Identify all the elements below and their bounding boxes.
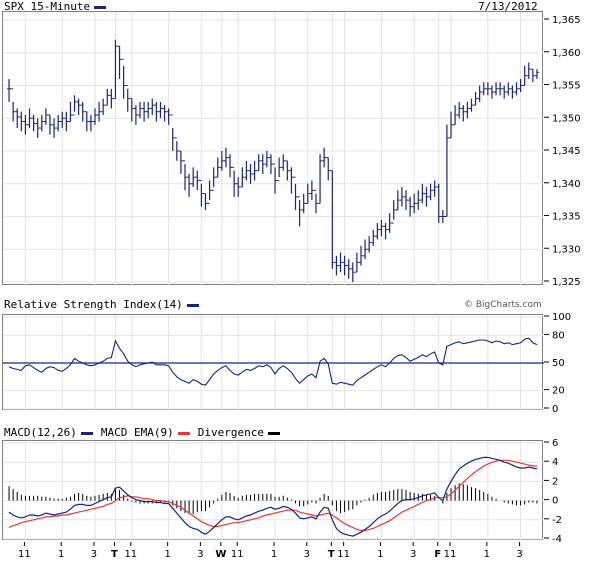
divergence-legend-label: Divergence (197, 426, 264, 439)
x-tick-label: 3 (516, 549, 522, 560)
y-tick-label: 1,355 (552, 81, 581, 92)
price-y-axis: 1,365 1,360 1,355 1,350 1,345 1,340 1,335 1,330… (544, 15, 581, 288)
rsi-chart (3, 315, 544, 411)
y-tick-label: 1,345 (552, 146, 581, 157)
rsi-line (8, 337, 538, 386)
y-tick-label: 1,360 (552, 48, 581, 59)
x-tick-label: 3 (410, 549, 416, 560)
macd-legend-label: MACD(12,26) (4, 426, 77, 439)
macd-y-axis: 6 4 2 0 -2 -4 (544, 438, 562, 545)
x-tick-label: 11 (231, 549, 244, 560)
rsi-y-axis: 100 80 50 20 0 (544, 312, 571, 415)
x-tick-label: 1 (484, 549, 490, 560)
y-tick-label: 1,325 (552, 277, 581, 288)
y-tick-label: 1,335 (552, 212, 581, 223)
y-tick-label: 1,365 (552, 15, 581, 26)
rsi-legend-swatch (186, 303, 199, 307)
macd-legend-swatch (80, 431, 93, 435)
x-tick-label: F (434, 549, 441, 560)
price-panel (2, 11, 544, 286)
y-tick-label: 1,350 (552, 113, 581, 124)
x-tick-label: 11 (18, 549, 31, 560)
bigcharts-watermark: © BigCharts.com (464, 300, 542, 310)
x-tick-label: 11 (444, 549, 457, 560)
price-chart (3, 12, 544, 286)
x-tick-label: 1 (271, 549, 277, 560)
macd-panel (2, 440, 544, 541)
x-tick-label: T (328, 549, 335, 560)
macd-ema-legend-swatch (177, 431, 190, 435)
rsi-chart-title: Relative Strength Index(14) (4, 298, 199, 311)
chart-date: 7/13/2012 (478, 0, 538, 13)
y-tick-label: 1,340 (552, 179, 581, 190)
time-x-axis: 11 1 3 T 11 1 3 W 11 1 3 T 11 1 3 F 11 1 3 (18, 542, 523, 560)
y-tick-label: 6 (552, 438, 558, 449)
x-tick-label: W (215, 549, 226, 560)
x-tick-label: 1 (58, 549, 64, 560)
y-tick-label: 100 (552, 312, 571, 323)
y-tick-label: 4 (552, 457, 558, 468)
y-tick-label: 50 (552, 358, 565, 369)
x-tick-label: 1 (377, 549, 383, 560)
y-tick-label: -2 (552, 515, 562, 526)
macd-legend: MACD(12,26) MACD EMA(9) Divergence (4, 426, 280, 439)
x-tick-label: T (111, 549, 118, 560)
x-tick-label: 3 (304, 549, 310, 560)
y-tick-label: 0 (552, 404, 558, 415)
divergence-legend-swatch (267, 431, 280, 435)
y-tick-label: 2 (552, 476, 558, 487)
x-tick-label: 1 (164, 549, 170, 560)
y-tick-label: 20 (552, 386, 565, 397)
y-tick-label: 80 (552, 330, 565, 341)
x-tick-label: 3 (91, 549, 97, 560)
y-tick-label: -4 (552, 534, 562, 545)
macd-line (8, 456, 538, 537)
y-tick-label: 0 (552, 496, 558, 507)
x-tick-label: 11 (124, 549, 137, 560)
x-tick-label: 3 (197, 549, 203, 560)
x-tick-label: 11 (337, 549, 350, 560)
price-chart-title: SPX 15-Minute (4, 0, 107, 13)
macd-ema-line (8, 459, 537, 531)
price-legend-swatch (94, 5, 107, 9)
rsi-panel (2, 314, 544, 411)
macd-chart (3, 441, 544, 541)
y-tick-label: 1,330 (552, 244, 581, 255)
macd-ema-legend-label: MACD EMA(9) (100, 426, 174, 439)
